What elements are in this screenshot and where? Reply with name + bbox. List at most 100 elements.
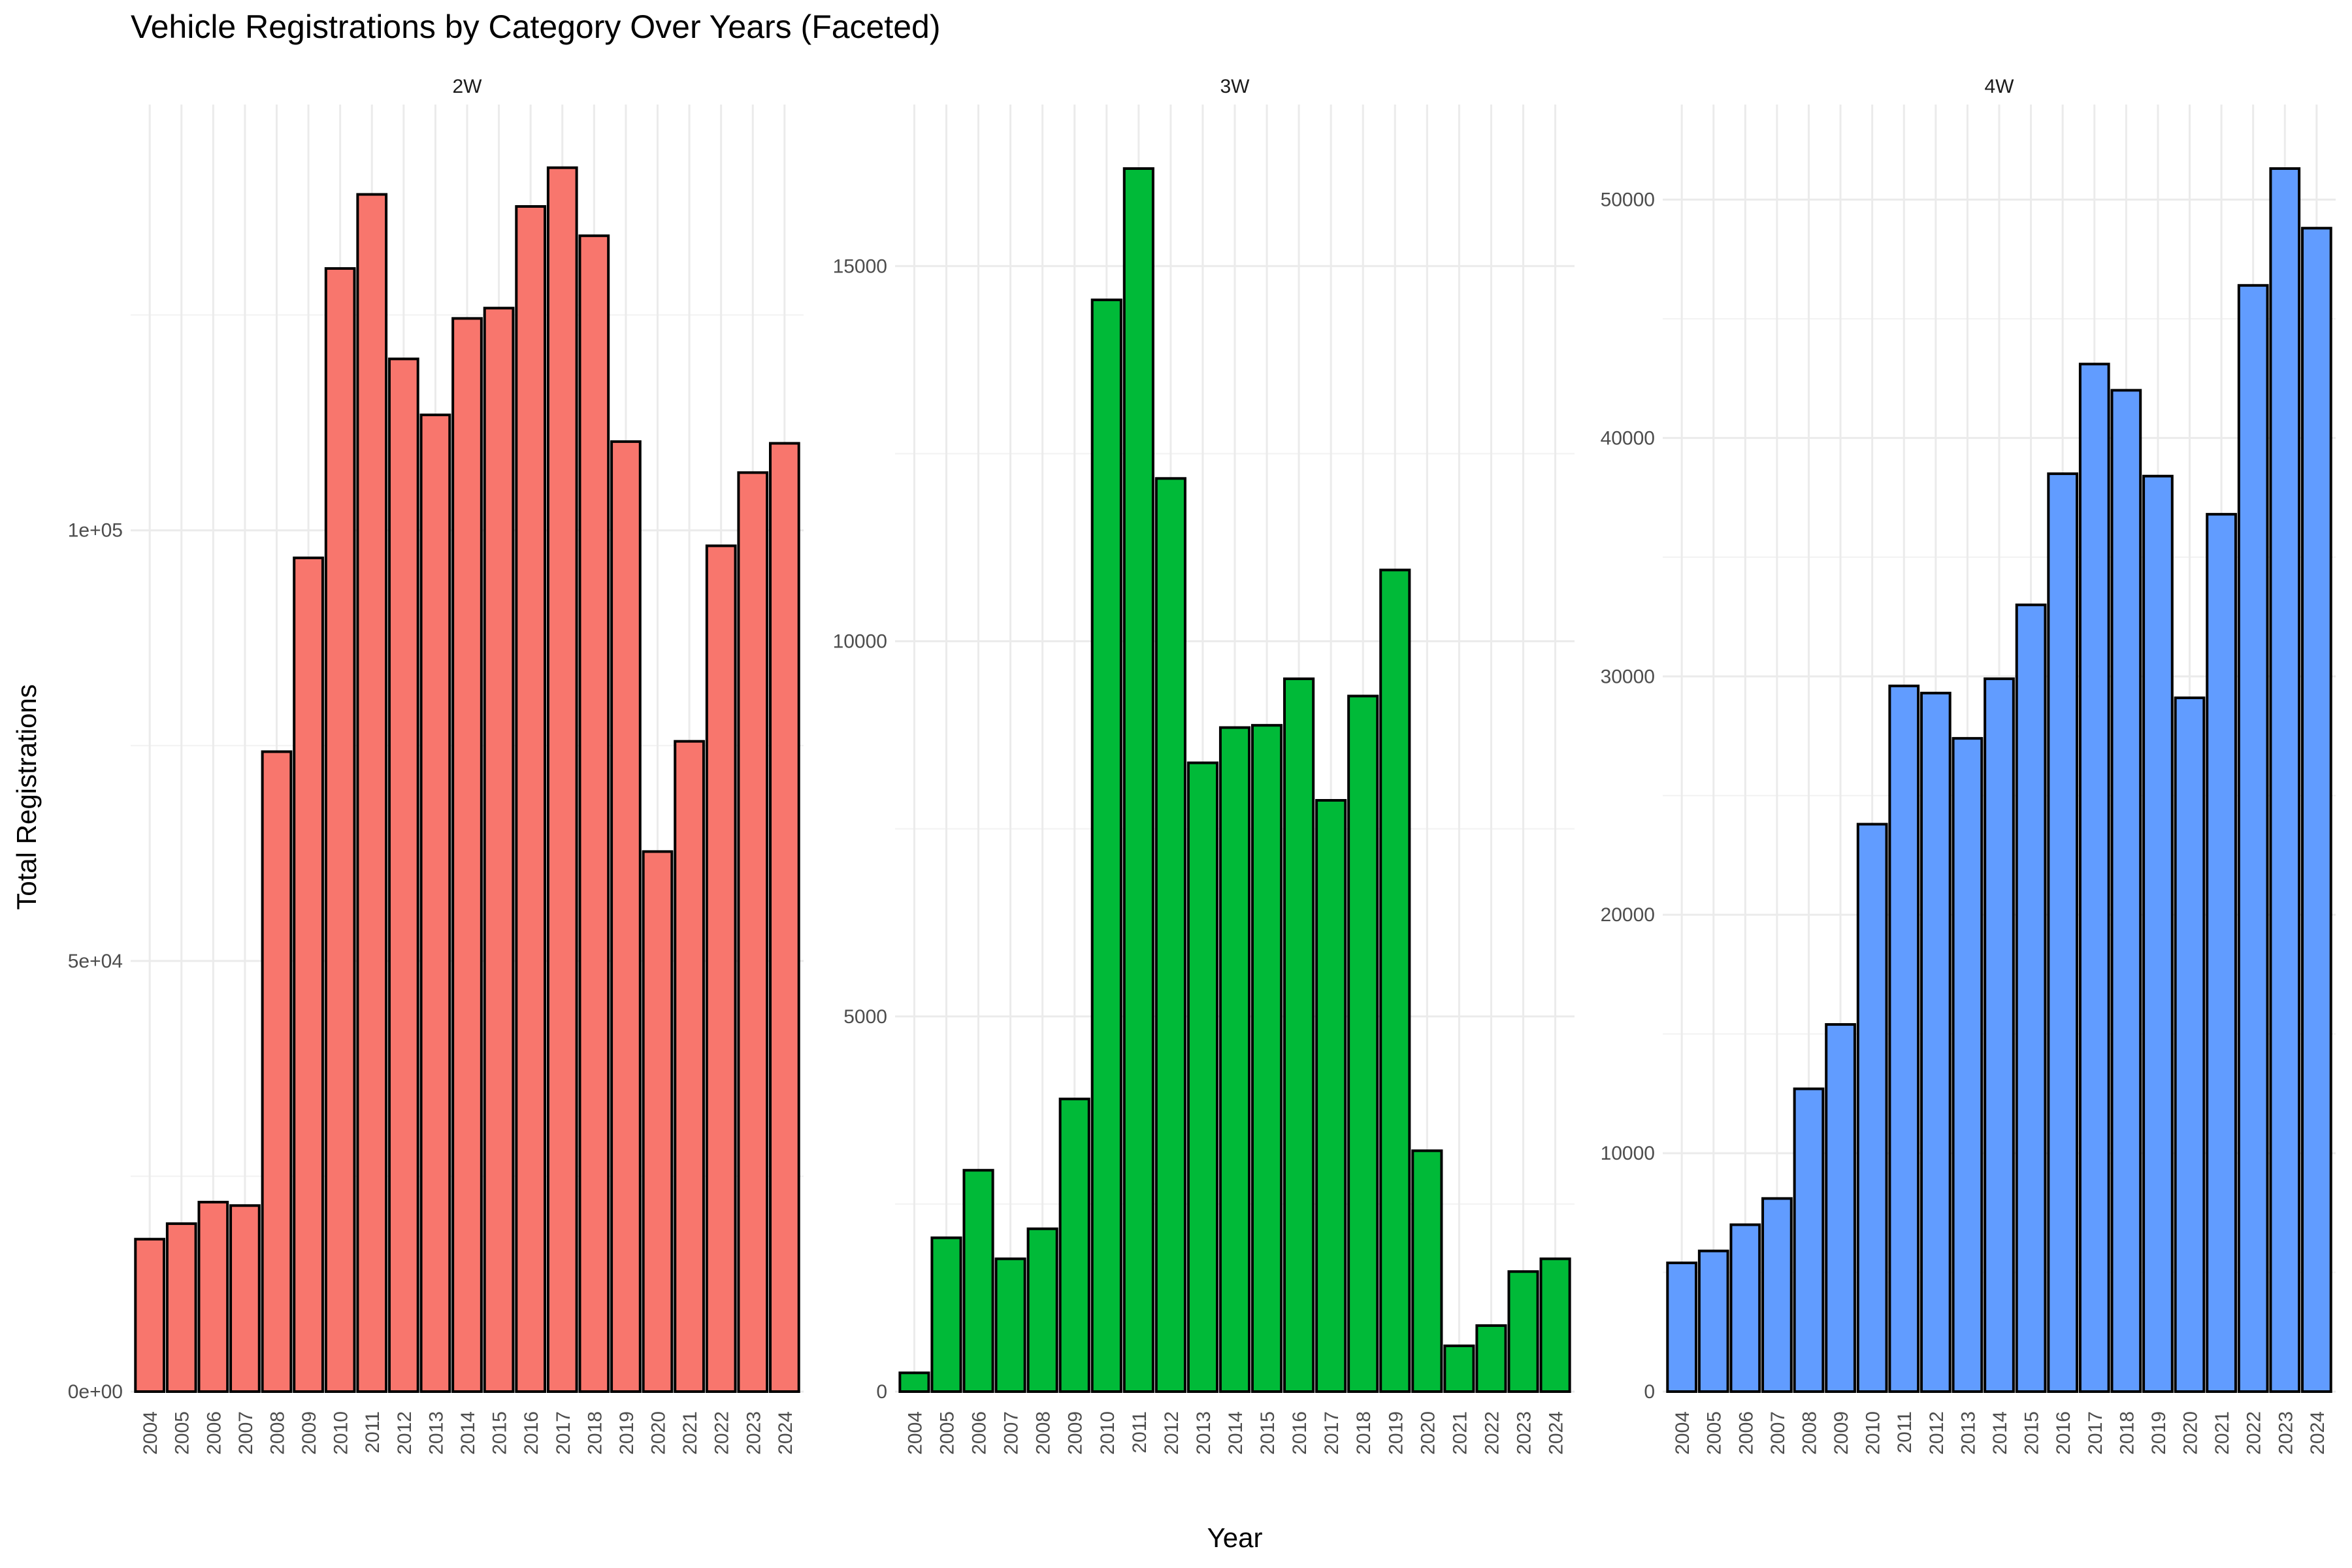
- x-tick-label: 2008: [1799, 1411, 1820, 1455]
- bar-2w-2023: [737, 471, 769, 1393]
- x-tick-label: 2012: [1161, 1411, 1183, 1455]
- bar-3w-2023: [1507, 1270, 1539, 1393]
- x-tick-label: 2005: [1704, 1411, 1725, 1455]
- bar-2w-2021: [674, 740, 705, 1393]
- y-tick-label: 30000: [1601, 666, 1655, 687]
- x-tick-label: 2016: [2053, 1411, 2074, 1455]
- x-tick-label: 2021: [1449, 1411, 1471, 1455]
- bar-2w-2011: [356, 193, 388, 1393]
- bar-3w-2014: [1218, 726, 1251, 1394]
- x-tick-label: 2022: [711, 1411, 733, 1455]
- bar-3w-2017: [1315, 799, 1347, 1393]
- bar-4w-2022: [2237, 284, 2269, 1393]
- x-tick-label: 2004: [904, 1411, 926, 1455]
- x-tick-label: 2012: [1926, 1411, 1948, 1455]
- bar-2w-2010: [324, 267, 356, 1393]
- x-tick-label: 2021: [679, 1411, 701, 1455]
- x-tick-label: 2009: [299, 1411, 320, 1455]
- bar-4w-2015: [2015, 603, 2047, 1394]
- bar-4w-2017: [2078, 363, 2110, 1394]
- facet-strip-label: 4W: [1985, 76, 2015, 97]
- bar-4w-2020: [2174, 696, 2206, 1393]
- bar-4w-2010: [1856, 823, 1888, 1393]
- bar-2w-2009: [293, 556, 324, 1393]
- bar-3w-2024: [1539, 1257, 1571, 1393]
- bar-2w-2016: [515, 205, 547, 1394]
- bar-2w-2013: [419, 414, 451, 1393]
- bar-4w-2014: [1984, 677, 2015, 1393]
- bar-3w-2004: [898, 1371, 930, 1393]
- bar-3w-2013: [1186, 761, 1219, 1394]
- bar-4w-2016: [2047, 472, 2079, 1393]
- bar-4w-2024: [2300, 227, 2332, 1394]
- bar-3w-2012: [1154, 477, 1186, 1394]
- x-tick-label: 2013: [1193, 1411, 1215, 1455]
- bar-2w-2024: [768, 442, 800, 1393]
- bar-4w-2011: [1888, 684, 1920, 1393]
- x-tick-label: 2013: [1957, 1411, 1979, 1455]
- bar-3w-2008: [1026, 1227, 1058, 1394]
- x-tick-label: 2008: [267, 1411, 288, 1455]
- bar-4w-2023: [2269, 167, 2301, 1393]
- x-tick-label: 2021: [2212, 1411, 2233, 1455]
- x-tick-label: 2006: [203, 1411, 225, 1455]
- x-tick-label: 2007: [1001, 1411, 1022, 1455]
- bar-3w-2011: [1122, 167, 1154, 1393]
- x-tick-label: 2024: [2307, 1411, 2328, 1455]
- bar-2w-2015: [483, 306, 515, 1394]
- x-tick-label: 2017: [1321, 1411, 1343, 1455]
- bar-4w-2004: [1666, 1261, 1698, 1394]
- y-tick-label: 1e+05: [68, 520, 123, 542]
- x-tick-label: 2011: [1129, 1411, 1151, 1454]
- x-tick-label: 2015: [2021, 1411, 2043, 1455]
- bar-4w-2006: [1729, 1223, 1761, 1393]
- facet-panel-3w: 0 5000 10000 15000 2004 2005 2006 2007 2008 2009 2…: [833, 76, 1575, 1455]
- bar-2w-2018: [578, 234, 610, 1394]
- bar-3w-2005: [930, 1236, 962, 1394]
- bar-3w-2022: [1475, 1324, 1507, 1393]
- y-tick-label: 0: [1644, 1381, 1655, 1403]
- x-tick-label: 2012: [394, 1411, 416, 1455]
- bar-2w-2005: [165, 1222, 197, 1393]
- x-tick-label: 2014: [457, 1411, 479, 1455]
- bar-2w-2019: [610, 440, 642, 1394]
- bar-3w-2021: [1443, 1344, 1475, 1394]
- bar-3w-2006: [962, 1169, 994, 1394]
- x-tick-label: 2010: [331, 1411, 352, 1455]
- x-tick-label: 2005: [936, 1411, 958, 1455]
- x-axis-title: Year: [1207, 1522, 1263, 1553]
- x-tick-label: 2007: [235, 1411, 257, 1455]
- bar-2w-2022: [705, 544, 737, 1394]
- x-tick-label: 2018: [1353, 1411, 1375, 1455]
- x-tick-label: 2023: [1514, 1411, 1535, 1455]
- y-tick-label: 5e+04: [68, 951, 123, 972]
- x-tick-label: 2011: [1894, 1411, 1916, 1454]
- bar-2w-2008: [261, 750, 293, 1393]
- x-tick-label: 2010: [1863, 1411, 1884, 1455]
- facets-layer: 0e+00 5e+04 1e+05 2004 2005 2006 2007 2008 2009 2…: [68, 76, 2336, 1455]
- chart-title: Vehicle Registrations by Category Over Y…: [131, 8, 941, 45]
- bar-2w-2020: [642, 850, 674, 1393]
- bar-2w-2012: [387, 357, 419, 1394]
- x-tick-label: 2019: [2148, 1411, 2170, 1455]
- x-tick-label: 2020: [1417, 1411, 1439, 1455]
- bar-3w-2010: [1090, 298, 1122, 1394]
- bar-3w-2019: [1379, 568, 1411, 1393]
- x-tick-label: 2011: [362, 1411, 384, 1454]
- x-tick-label: 2004: [140, 1411, 161, 1455]
- x-tick-label: 2017: [2085, 1411, 2106, 1455]
- bar-3w-2020: [1411, 1149, 1443, 1393]
- x-tick-label: 2018: [2116, 1411, 2138, 1455]
- x-tick-label: 2023: [2275, 1411, 2296, 1455]
- facet-strip-label: 2W: [453, 76, 483, 97]
- bar-3w-2016: [1283, 677, 1315, 1393]
- y-tick-label: 5000: [843, 1006, 887, 1028]
- bar-2w-2007: [229, 1204, 261, 1394]
- x-tick-label: 2020: [2180, 1411, 2202, 1455]
- y-tick-label: 20000: [1601, 904, 1655, 926]
- x-tick-label: 2022: [1481, 1411, 1503, 1455]
- x-tick-label: 2010: [1097, 1411, 1119, 1455]
- x-tick-label: 2019: [1385, 1411, 1407, 1455]
- bar-4w-2021: [2206, 513, 2237, 1393]
- x-tick-label: 2013: [425, 1411, 447, 1455]
